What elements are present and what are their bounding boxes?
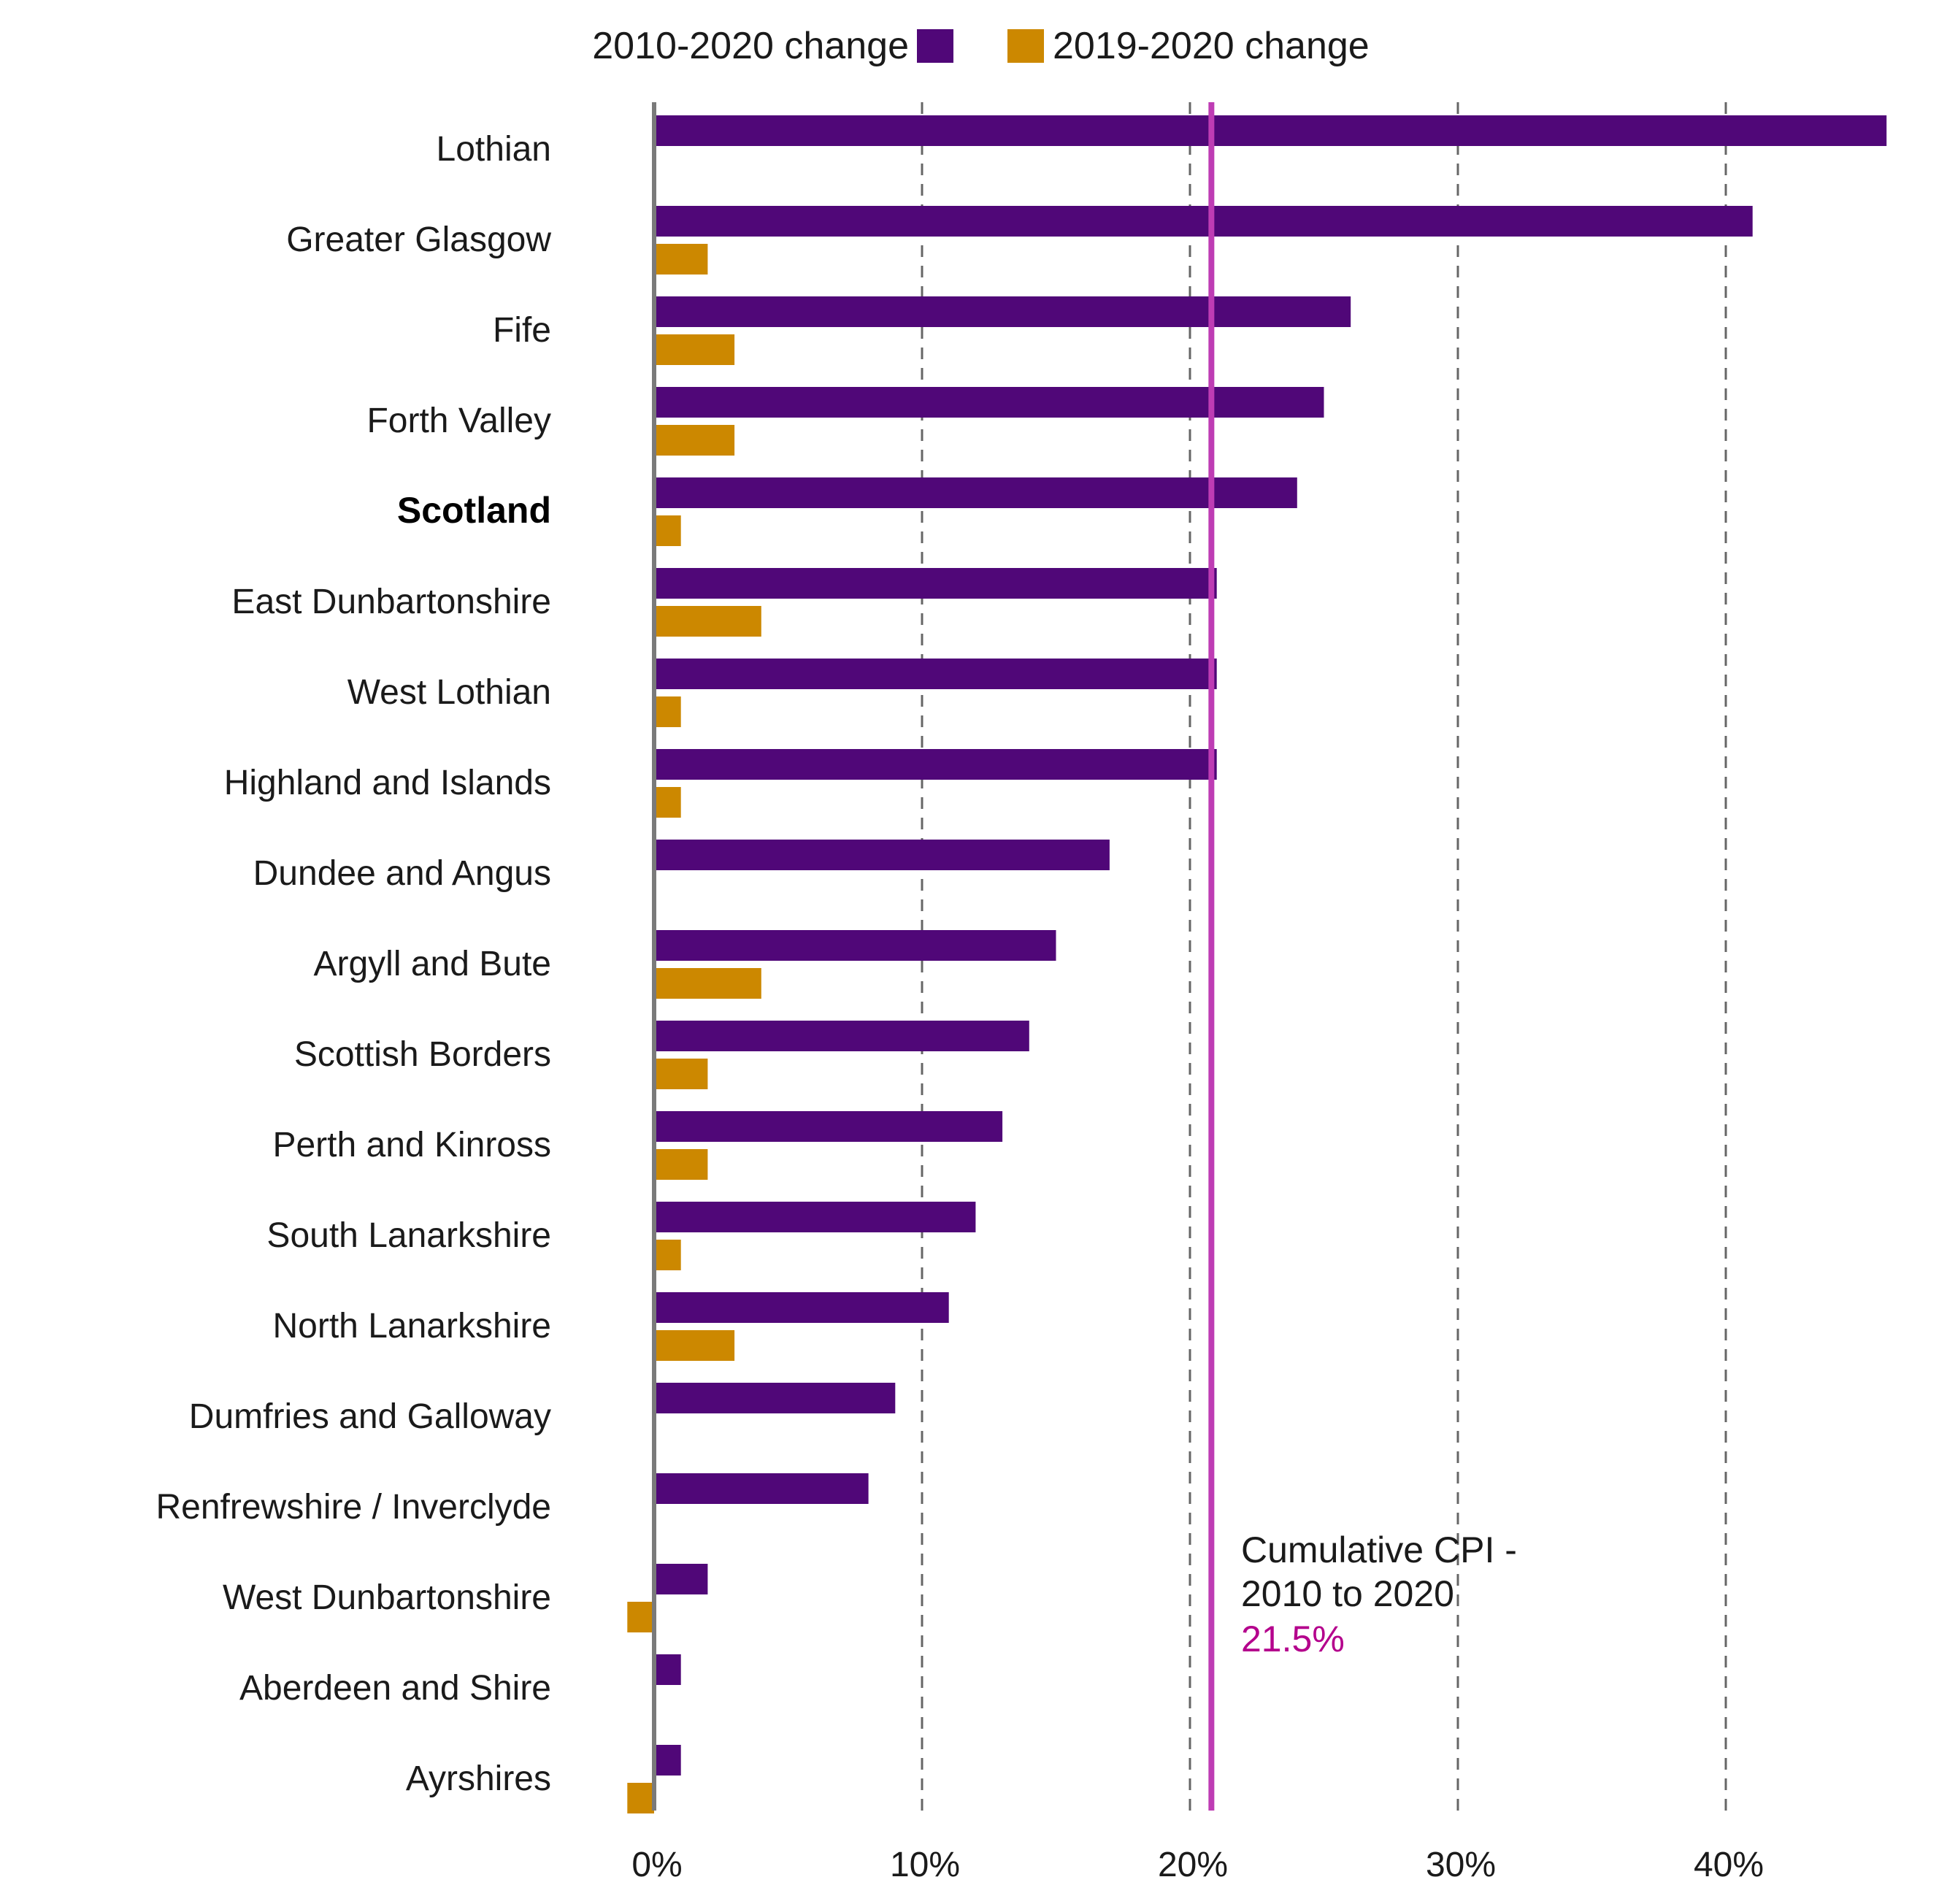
bar-2019-2020-perth-and-kinross — [654, 1149, 708, 1180]
legend-label-2010-2020: 2010-2020 change — [592, 25, 909, 67]
x-tick-label-40: 40% — [1694, 1846, 1764, 1884]
bar-2019-2020-fife — [654, 334, 735, 365]
bar-2010-2020-west-lothian — [654, 659, 1217, 689]
bar-2010-2020-dundee-and-angus — [654, 840, 1110, 870]
x-tick-label-20: 20% — [1158, 1846, 1228, 1884]
x-tick-label-10: 10% — [890, 1846, 960, 1884]
bar-2019-2020-east-dunbartonshire — [654, 606, 761, 637]
category-label-renfrewshire-inverclyde: Renfrewshire / Inverclyde — [155, 1488, 551, 1527]
category-label-argyll-and-bute: Argyll and Bute — [313, 945, 551, 983]
category-label-fife: Fife — [493, 311, 551, 350]
category-label-dundee-and-angus: Dundee and Angus — [253, 854, 551, 893]
x-tick-label-30: 30% — [1426, 1846, 1496, 1884]
bar-2010-2020-north-lanarkshire — [654, 1292, 949, 1323]
category-label-south-lanarkshire: South Lanarkshire — [266, 1216, 551, 1255]
bar-2019-2020-greater-glasgow — [654, 244, 708, 275]
category-label-east-dunbartonshire: East Dunbartonshire — [231, 583, 551, 621]
legend-swatch-2010-2020 — [917, 29, 953, 63]
axes — [652, 102, 1215, 1811]
cpi-annotation-value: 21.5% — [1241, 1619, 1345, 1659]
bar-2010-2020-highland-and-islands — [654, 749, 1217, 780]
category-label-highland-and-islands: Highland and Islands — [224, 764, 551, 802]
category-label-greater-glasgow: Greater Glasgow — [286, 220, 551, 259]
bar-2010-2020-lothian — [654, 115, 1887, 146]
bar-2019-2020-scotland — [654, 515, 681, 546]
bar-2010-2020-west-dunbartonshire — [654, 1564, 708, 1594]
category-label-west-dunbartonshire: West Dunbartonshire — [223, 1578, 551, 1617]
bar-2010-2020-dumfries-and-galloway — [654, 1383, 896, 1413]
bar-2019-2020-north-lanarkshire — [654, 1330, 735, 1361]
x-tick-labels: 0% 10% 20% 30% 40% — [631, 1846, 1764, 1884]
category-label-north-lanarkshire: North Lanarkshire — [272, 1307, 551, 1346]
bar-2010-2020-scottish-borders — [654, 1021, 1029, 1051]
category-label-dumfries-and-galloway: Dumfries and Galloway — [189, 1397, 551, 1436]
bar-2010-2020-greater-glasgow — [654, 206, 1753, 237]
category-label-ayrshires: Ayrshires — [406, 1759, 551, 1798]
bar-2010-2020-argyll-and-bute — [654, 930, 1056, 961]
bar-2019-2020-argyll-and-bute — [654, 968, 761, 999]
bar-2019-2020-forth-valley — [654, 425, 735, 456]
bar-2010-2020-fife — [654, 296, 1351, 327]
bar-2019-2020-scottish-borders — [654, 1059, 708, 1089]
bar-2010-2020-perth-and-kinross — [654, 1111, 1003, 1142]
legend-swatch-2019-2020 — [1007, 29, 1044, 63]
category-label-forth-valley: Forth Valley — [366, 402, 551, 440]
category-label-aberdeen-and-shire: Aberdeen and Shire — [239, 1669, 551, 1708]
category-label-scottish-borders: Scottish Borders — [294, 1035, 551, 1074]
bar-2019-2020-west-dunbartonshire — [627, 1602, 654, 1632]
bar-2010-2020-ayrshires — [654, 1745, 681, 1776]
bar-2010-2020-forth-valley — [654, 387, 1324, 418]
bar-2010-2020-south-lanarkshire — [654, 1202, 976, 1232]
bar-2010-2020-renfrewshire-inverclyde — [654, 1473, 869, 1504]
category-label-west-lothian: West Lothian — [347, 673, 551, 712]
legend: 2010-2020 change 2019-2020 change — [592, 25, 1369, 67]
bar-2019-2020-west-lothian — [654, 696, 681, 727]
legend-label-2019-2020: 2019-2020 change — [1053, 25, 1370, 67]
cpi-annotation: Cumulative CPI - 2010 to 2020 21.5% — [1241, 1529, 1517, 1659]
category-label-lothian: Lothian — [437, 130, 551, 169]
bar-2010-2020-east-dunbartonshire — [654, 568, 1217, 599]
cpi-annotation-line-2: 2010 to 2020 — [1241, 1573, 1454, 1614]
bar-2010-2020-aberdeen-and-shire — [654, 1654, 681, 1685]
category-label-scotland: Scotland — [397, 490, 551, 531]
category-labels: Lothian Greater Glasgow Fife Forth Valley Sc… — [155, 130, 551, 1798]
bar-2019-2020-ayrshires — [627, 1783, 654, 1813]
x-tick-label-0: 0% — [631, 1846, 682, 1884]
cpi-annotation-line-1: Cumulative CPI - — [1241, 1529, 1517, 1570]
bar-2019-2020-highland-and-islands — [654, 787, 681, 818]
bar-2019-2020-south-lanarkshire — [654, 1240, 681, 1270]
bar-2010-2020-scotland — [654, 477, 1297, 508]
category-label-perth-and-kinross: Perth and Kinross — [272, 1126, 551, 1164]
